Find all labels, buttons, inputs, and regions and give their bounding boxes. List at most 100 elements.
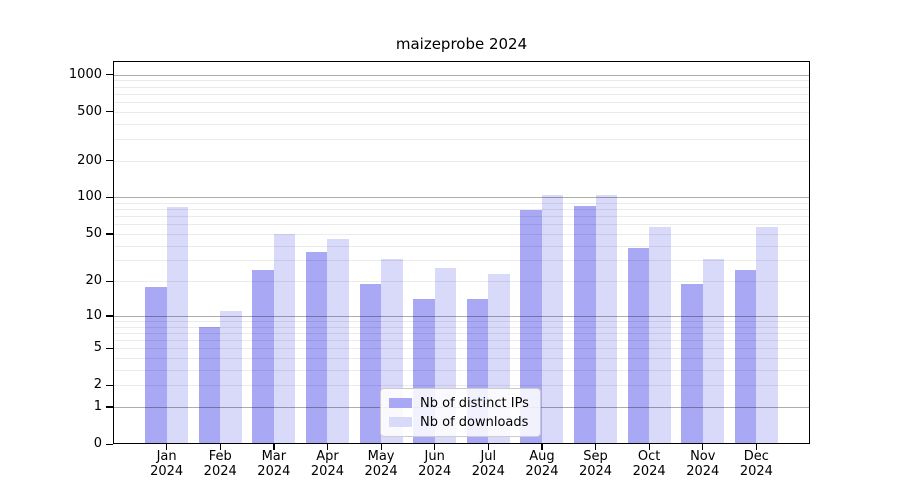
x-axis-label: Jan 2024 <box>137 449 197 479</box>
gridline-minor <box>114 326 809 328</box>
y-tick-mark <box>106 111 113 113</box>
x-axis-label-year: 2024 <box>578 464 613 479</box>
bar-downloads <box>702 258 725 444</box>
gridline-minor <box>114 93 809 95</box>
y-tick-mark <box>106 443 113 445</box>
gridline-minor <box>114 332 809 334</box>
bar-downloads <box>273 233 296 444</box>
bar-downloads <box>756 226 778 444</box>
y-axis-label: 1 <box>93 398 102 414</box>
x-axis-label: Sep 2024 <box>566 449 626 479</box>
x-axis-label-year: 2024 <box>364 464 398 479</box>
x-axis-label: Nov 2024 <box>673 449 733 479</box>
y-axis-label: 2 <box>93 377 102 393</box>
gridline-minor <box>114 209 809 211</box>
legend-item-distinct-ips: Nb of distinct IPs <box>389 394 532 413</box>
gridline-minor <box>114 86 809 88</box>
bar-distinct-ips <box>627 248 650 444</box>
x-axis-label: Dec 2024 <box>726 449 786 479</box>
x-axis-label-year: 2024 <box>632 464 666 479</box>
bar-distinct-ips <box>734 269 757 444</box>
x-axis-label: Jul 2024 <box>458 449 518 479</box>
bar-downloads <box>541 194 564 444</box>
x-tick-mark <box>219 444 221 450</box>
x-tick-mark <box>326 444 329 450</box>
x-tick-mark <box>487 444 489 450</box>
x-tick-mark <box>273 444 275 450</box>
y-axis-label: 5 <box>93 340 102 356</box>
x-tick-mark <box>541 444 543 450</box>
x-axis-label-year: 2024 <box>739 464 773 479</box>
legend-swatch-downloads <box>389 417 412 427</box>
bar-downloads <box>166 206 189 444</box>
chart-title: maizeprobe 2024 <box>395 35 528 53</box>
x-axis-label: Aug 2024 <box>512 449 572 479</box>
legend-item-downloads: Nb of downloads <box>389 413 532 432</box>
gridline-minor <box>114 224 809 226</box>
bar-downloads <box>327 239 349 444</box>
y-axis-label: 1000 <box>68 66 102 82</box>
gridline-minor <box>114 123 809 125</box>
x-axis-label: Mar 2024 <box>244 449 304 479</box>
bar-distinct-ips <box>198 326 221 444</box>
legend-swatch-distinct-ips <box>389 398 412 408</box>
x-axis-label-month: Nov <box>690 449 716 464</box>
x-axis-label-month: Jan <box>156 449 177 464</box>
y-tick-mark <box>106 74 113 76</box>
bar-distinct-ips <box>520 209 542 444</box>
bar-distinct-ips <box>145 286 167 444</box>
x-axis-label-year: 2024 <box>310 464 344 479</box>
y-tick-mark <box>106 406 113 408</box>
gridline-minor <box>114 339 809 341</box>
gridline <box>114 74 809 76</box>
y-tick-mark <box>106 315 113 317</box>
legend-label-downloads: Nb of downloads <box>420 414 529 430</box>
x-axis-label-month: Aug <box>529 449 555 464</box>
gridline <box>114 233 809 235</box>
x-axis-label-year: 2024 <box>525 464 559 479</box>
bar-distinct-ips <box>359 283 382 444</box>
y-tick-mark <box>106 233 113 235</box>
gridline-minor <box>114 138 809 140</box>
x-tick-mark <box>434 444 436 450</box>
x-axis-label-month: Sep <box>583 449 608 464</box>
x-axis-label: Oct 2024 <box>619 449 679 479</box>
x-axis-label-year: 2024 <box>418 464 452 479</box>
x-axis-label-year: 2024 <box>471 464 505 479</box>
y-axis-label: 0 <box>93 436 102 451</box>
x-tick-mark <box>755 444 758 450</box>
x-axis-label-month: Apr <box>316 449 339 464</box>
y-axis-label: 10 <box>85 307 102 323</box>
x-axis-label-year: 2024 <box>150 464 184 479</box>
bar-distinct-ips <box>252 269 274 444</box>
x-axis-label-month: Feb <box>208 449 232 464</box>
x-axis-label-month: Dec <box>743 449 769 464</box>
x-axis-label-year: 2024 <box>257 464 291 479</box>
gridline-minor <box>114 369 809 371</box>
x-axis-label: Jun 2024 <box>405 449 465 479</box>
gridline <box>114 348 809 350</box>
y-axis-label: 20 <box>85 273 102 289</box>
x-tick-mark <box>166 444 168 450</box>
gridline-minor <box>114 320 809 322</box>
y-axis-label: 100 <box>77 189 102 205</box>
y-tick-mark <box>106 160 113 162</box>
x-axis-label-month: Jun <box>424 449 445 464</box>
x-axis-label: May 2024 <box>351 449 411 479</box>
gridline <box>114 111 809 113</box>
gridline <box>114 315 809 317</box>
bar-distinct-ips <box>305 252 328 444</box>
bar-downloads <box>649 226 671 444</box>
gridline-minor <box>114 357 809 359</box>
x-tick-mark <box>702 444 704 450</box>
gridline-minor <box>114 202 809 204</box>
gridline <box>114 281 809 283</box>
x-axis-label-month: Mar <box>261 449 287 464</box>
x-axis-label: Apr 2024 <box>297 449 357 479</box>
y-axis-label: 50 <box>85 225 102 241</box>
x-axis-label-month: Jul <box>480 449 497 464</box>
gridline-minor <box>114 245 809 247</box>
x-axis-label-month: May <box>367 449 395 464</box>
x-tick-mark <box>380 444 382 450</box>
